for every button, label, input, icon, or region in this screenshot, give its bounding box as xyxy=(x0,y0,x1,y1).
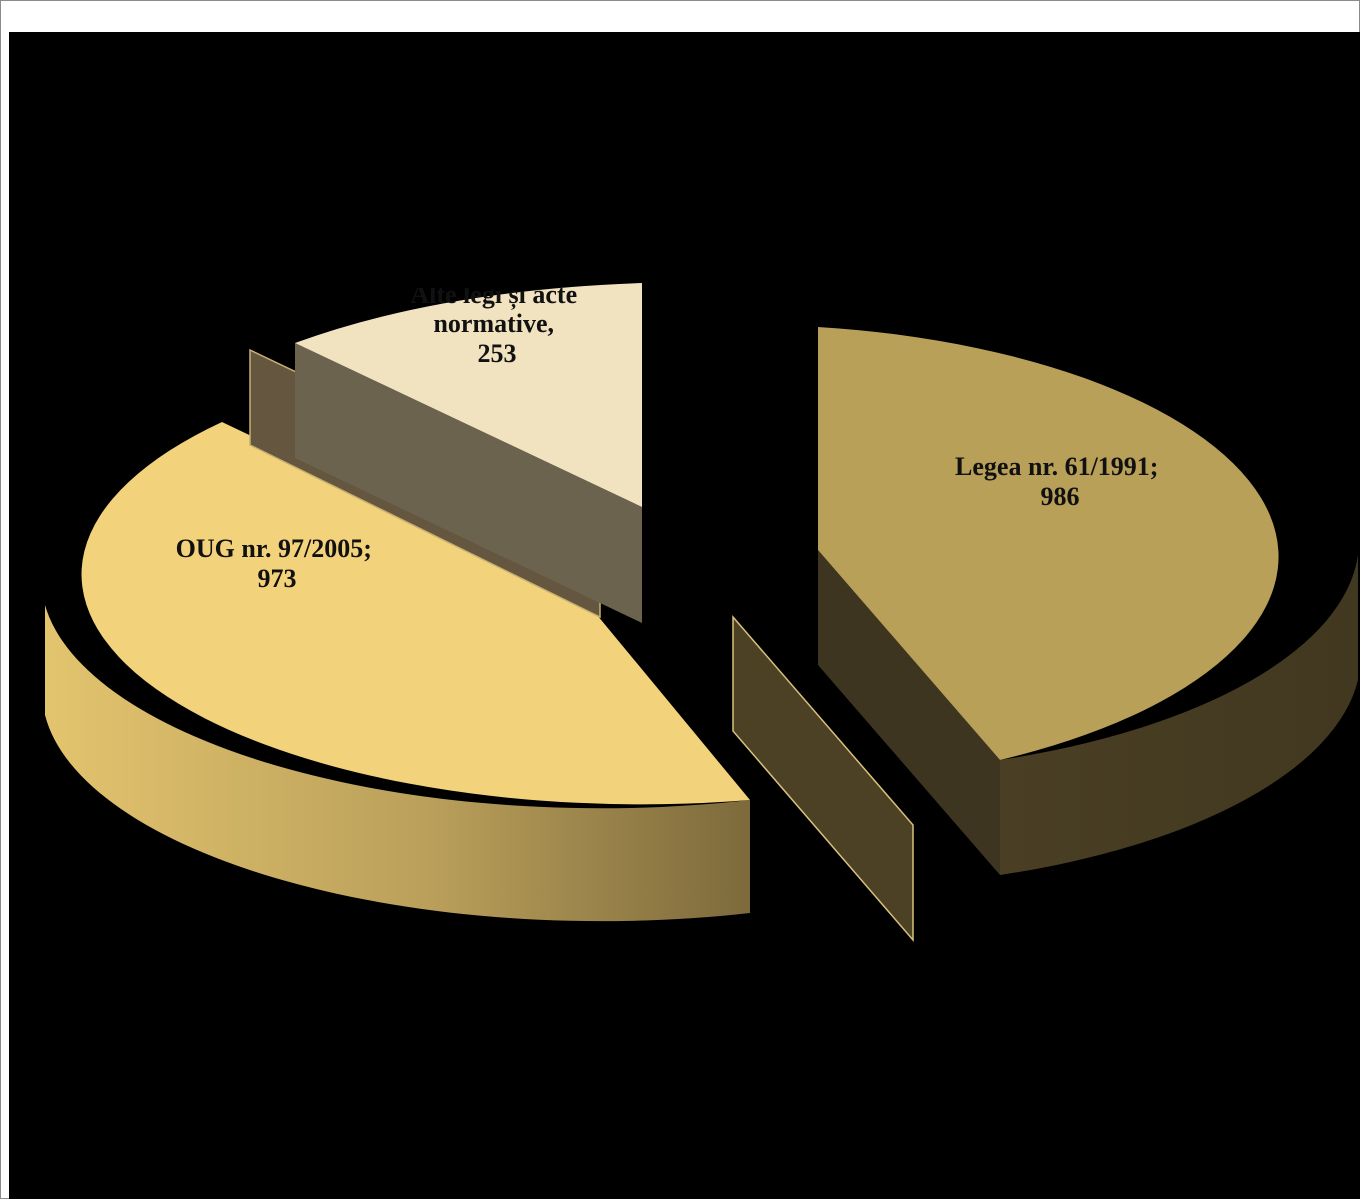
slice-oug-side-face xyxy=(45,605,750,922)
label-oug-name: OUG nr. 97/2005; xyxy=(176,534,372,563)
slice-oug-top xyxy=(81,422,750,805)
slice-alte-top xyxy=(295,283,642,507)
label-alte-name: Alte legi și acte xyxy=(410,280,577,310)
label-alte-value: 253 xyxy=(478,339,517,368)
label-oug-value: 973 xyxy=(258,564,297,593)
slice-alte-side-face xyxy=(295,343,642,623)
slice-alte-legi[interactable] xyxy=(295,283,642,623)
data-label-alte: Alte legi și acte normative, 253 xyxy=(410,280,583,368)
slice-legea-cut-inner xyxy=(732,614,914,943)
data-label-oug: OUG nr. 97/2005; 973 xyxy=(176,534,379,593)
slice-legea-61-1991[interactable] xyxy=(732,327,1358,943)
label-legea-name: Legea nr. 61/1991; xyxy=(955,452,1158,481)
label-alte-line2: normative, xyxy=(433,309,554,338)
slice-legea-side-face xyxy=(1000,555,1358,875)
data-label-legea: Legea nr. 61/1991; 986 xyxy=(955,452,1165,511)
slice-legea-top xyxy=(818,327,1279,760)
slice-legea-cut-face xyxy=(818,550,1000,875)
label-legea-value: 986 xyxy=(1041,482,1080,511)
